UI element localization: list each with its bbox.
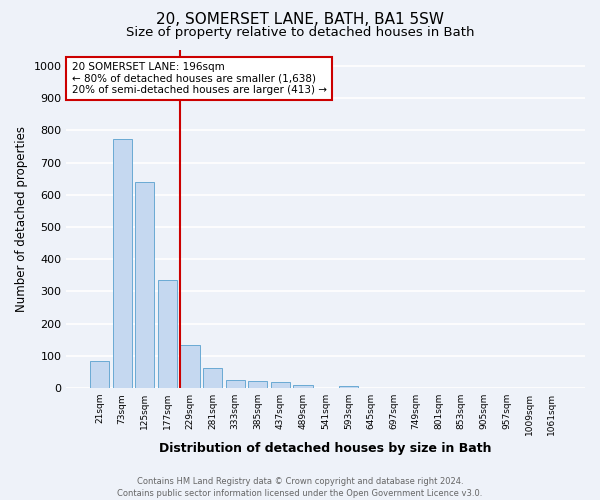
Bar xyxy=(293,385,313,388)
Text: Size of property relative to detached houses in Bath: Size of property relative to detached ho… xyxy=(126,26,474,39)
Bar xyxy=(203,368,222,388)
Text: 20, SOMERSET LANE, BATH, BA1 5SW: 20, SOMERSET LANE, BATH, BA1 5SW xyxy=(156,12,444,28)
Bar xyxy=(248,381,268,388)
Bar xyxy=(226,380,245,388)
Text: 20 SOMERSET LANE: 196sqm
← 80% of detached houses are smaller (1,638)
20% of sem: 20 SOMERSET LANE: 196sqm ← 80% of detach… xyxy=(71,62,326,95)
Bar xyxy=(339,386,358,388)
Text: Contains HM Land Registry data © Crown copyright and database right 2024.
Contai: Contains HM Land Registry data © Crown c… xyxy=(118,476,482,498)
X-axis label: Distribution of detached houses by size in Bath: Distribution of detached houses by size … xyxy=(160,442,492,455)
Bar xyxy=(135,182,154,388)
Bar xyxy=(181,344,200,388)
Bar xyxy=(271,382,290,388)
Bar xyxy=(158,280,177,388)
Y-axis label: Number of detached properties: Number of detached properties xyxy=(15,126,28,312)
Bar xyxy=(113,138,132,388)
Bar xyxy=(90,362,109,388)
